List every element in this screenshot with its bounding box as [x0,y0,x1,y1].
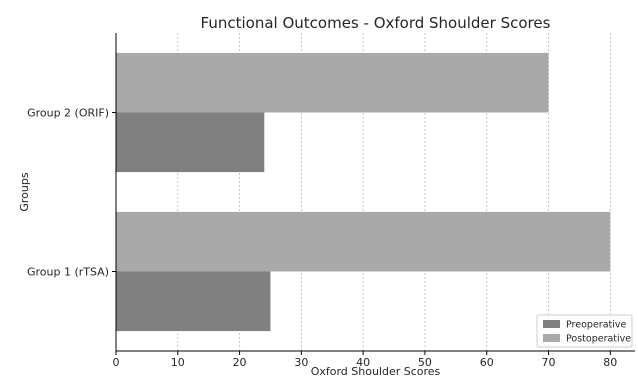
x-tick-label-30: 30 [294,356,308,369]
bars-layer [116,52,611,332]
bar-postoperative-group-2-orif [116,52,549,113]
x-tick-label-40: 40 [356,356,370,369]
legend: Preoperative Postoperative [536,314,633,348]
x-ticks: 0 10 20 30 40 50 60 70 80 [113,351,617,369]
y-axis-label: Groups [18,172,31,211]
x-tick-label-70: 70 [542,356,556,369]
legend-swatch-preoperative [543,320,560,328]
x-tick-label-20: 20 [233,356,247,369]
bar-preoperative-group-1-rtsa [116,271,271,332]
y-tick-label-group-2-orif: Group 2 (ORIF) [27,107,109,120]
x-tick-label-80: 80 [603,356,617,369]
x-tick-label-0: 0 [113,356,120,369]
bar-preoperative-group-2-orif [116,112,265,173]
x-tick-label-10: 10 [171,356,185,369]
chart-title: Functional Outcomes - Oxford Shoulder Sc… [201,14,551,32]
bar-postoperative-group-1-rtsa [116,211,611,272]
legend-label-postoperative: Postoperative [566,334,631,345]
x-axis-label: Oxford Shoulder Scores [311,365,441,376]
legend-label-preoperative: Preoperative [566,320,627,331]
legend-box [536,314,633,348]
legend-swatch-postoperative [543,334,560,342]
y-ticks: Group 1 (rTSA) Group 2 (ORIF) [27,107,116,279]
x-tick-label-50: 50 [418,356,432,369]
x-tick-label-60: 60 [480,356,494,369]
y-tick-label-group-1-rtsa: Group 1 (rTSA) [27,266,109,279]
